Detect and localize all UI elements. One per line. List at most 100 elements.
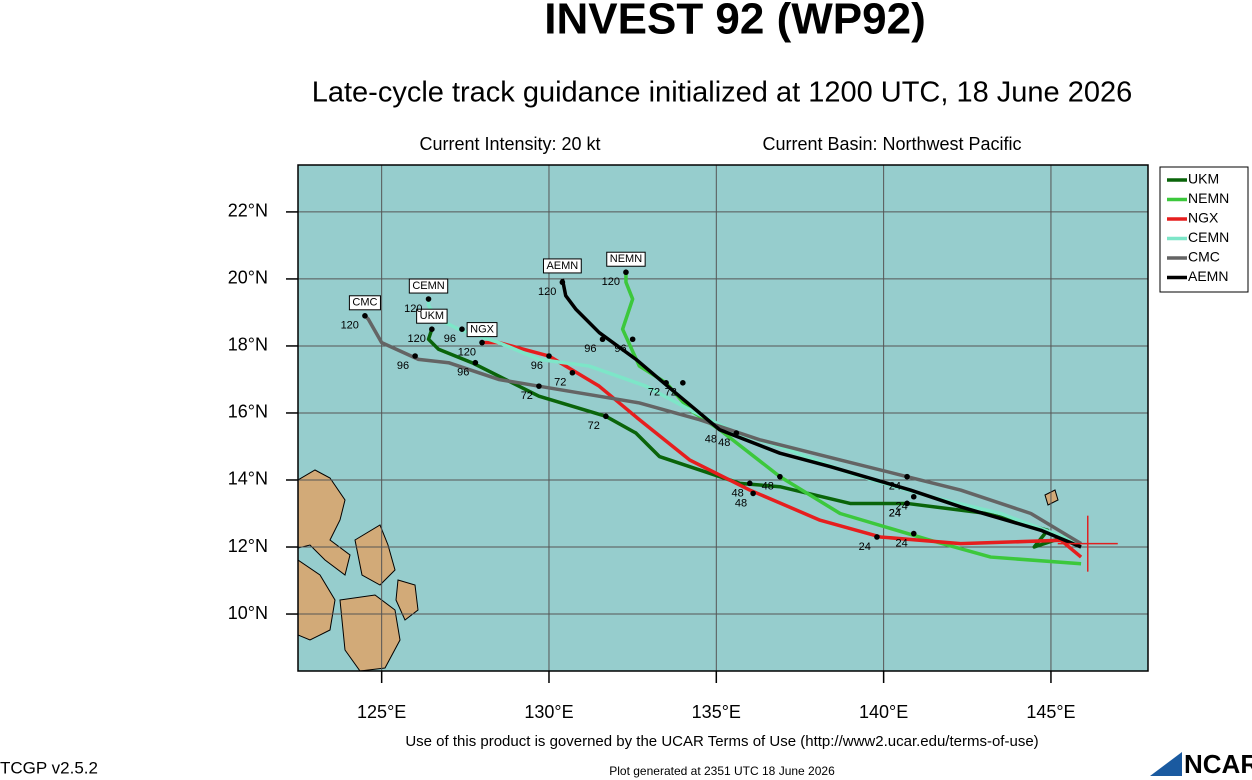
forecast-point (429, 326, 435, 332)
forecast-point (904, 473, 910, 480)
forecast-point (910, 493, 917, 500)
land-shape (1044, 489, 1059, 506)
forecast-hour: 48 (735, 497, 747, 509)
x-tick-label: 125°E (357, 702, 406, 722)
forecast-point (536, 383, 542, 389)
forecast-hour: 96 (397, 360, 409, 372)
forecast-hour: 96 (444, 333, 456, 345)
x-tick-label: 135°E (692, 702, 741, 722)
forecast-point (750, 490, 756, 497)
forecast-hour: 120 (341, 320, 359, 332)
forecast-hour: 120 (602, 276, 620, 288)
legend-label: CMC (1188, 249, 1220, 265)
forecast-point (546, 353, 552, 359)
forecast-point (629, 336, 636, 343)
forecast-point (559, 279, 566, 286)
track-end-box (606, 251, 646, 267)
forecast-hour: 24 (889, 507, 901, 519)
x-tick-label: 140°E (859, 702, 908, 722)
forecast-hour: 72 (554, 377, 566, 389)
track-end-label: AEMN (546, 260, 578, 272)
forecast-hour: 120 (407, 333, 425, 345)
forecast-hour: 96 (531, 360, 543, 372)
y-tick-label: 22°N (228, 201, 268, 221)
forecast-point (362, 312, 368, 319)
land-shape (354, 524, 396, 586)
land-shape (395, 579, 419, 621)
y-tick-label: 12°N (228, 536, 268, 556)
y-tick-label: 10°N (228, 603, 268, 623)
forecast-hour: 24 (889, 481, 901, 493)
y-tick-label: 20°N (228, 268, 268, 288)
intensity: Current Intensity: 20 kt (419, 134, 600, 154)
x-tick-label: 130°E (524, 702, 573, 722)
forecast-point (623, 269, 629, 276)
track-end-label: NGX (470, 324, 495, 336)
track-end-label: CEMN (412, 280, 444, 292)
forecast-point (874, 534, 880, 540)
logo-mark (1150, 752, 1182, 776)
track (482, 340, 1083, 559)
forecast-point (459, 326, 465, 332)
forecast-hour: 96 (457, 367, 469, 379)
map-background (298, 165, 1148, 671)
version: TCGP v2.5.2 (0, 758, 98, 777)
forecast-hour: 48 (762, 481, 774, 493)
grid (286, 165, 1148, 683)
forecast-point (777, 473, 783, 480)
track (363, 314, 1082, 546)
legend-box (1159, 166, 1249, 293)
forecast-point (746, 480, 753, 487)
forecast-hour: 72 (665, 387, 677, 399)
logo-text: NCAR (1184, 749, 1252, 779)
forecast-hour: 72 (588, 420, 600, 432)
forecast-point (910, 530, 917, 537)
track-end-box (408, 278, 449, 294)
forecast-hour: 72 (521, 390, 533, 402)
forecast-hour: 96 (614, 343, 626, 355)
forecast-point (425, 296, 432, 302)
chart-title: INVEST 92 (WP92) (544, 0, 925, 44)
y-tick-label: 14°N (228, 469, 268, 489)
forecast-hour: 24 (859, 541, 871, 553)
forecast-hour: 24 (889, 507, 901, 519)
forecast-hour: 48 (718, 437, 730, 449)
forecast-hour: 72 (648, 387, 660, 399)
forecast-point (569, 369, 576, 376)
track (560, 278, 1082, 549)
generated: Plot generated at 2351 UTC 18 June 2026 (609, 764, 835, 778)
basin: Current Basin: Northwest Pacific (762, 134, 1021, 154)
legend-label: UKM (1188, 171, 1219, 187)
legend-label: CEMN (1188, 229, 1229, 245)
forecast-point (904, 500, 910, 507)
track-end-box (348, 295, 381, 311)
chart-subtitle: Late-cycle track guidance initialized at… (312, 77, 1133, 109)
legend-label: NGX (1188, 210, 1219, 226)
forecast-hour: 48 (705, 434, 717, 446)
forecast-point (472, 359, 479, 366)
track-end-box (416, 308, 448, 324)
track-end-box (542, 258, 582, 274)
forecast-hour: 24 (895, 501, 907, 513)
land (298, 469, 1059, 671)
terms: Use of this product is governed by the U… (405, 733, 1038, 750)
y-tick-label: 16°N (228, 402, 268, 422)
tracks (362, 269, 1118, 572)
track-end-label: UKM (420, 310, 444, 322)
land-shape (298, 559, 336, 641)
track-end-label: NEMN (610, 253, 642, 265)
forecast-point (412, 353, 418, 359)
forecast-hour: 120 (404, 303, 422, 315)
track-end-label: CMC (352, 297, 377, 309)
y-tick-label: 18°N (228, 335, 268, 355)
legend-label: NEMN (1188, 190, 1229, 206)
forecast-hour: 24 (895, 538, 907, 550)
forecast-hour: 120 (538, 286, 556, 298)
track-end-box (466, 322, 498, 338)
forecast-hour: 120 (458, 347, 476, 359)
forecast-point (680, 380, 686, 386)
legend-label: AEMN (1188, 268, 1228, 284)
forecast-point (603, 413, 609, 420)
